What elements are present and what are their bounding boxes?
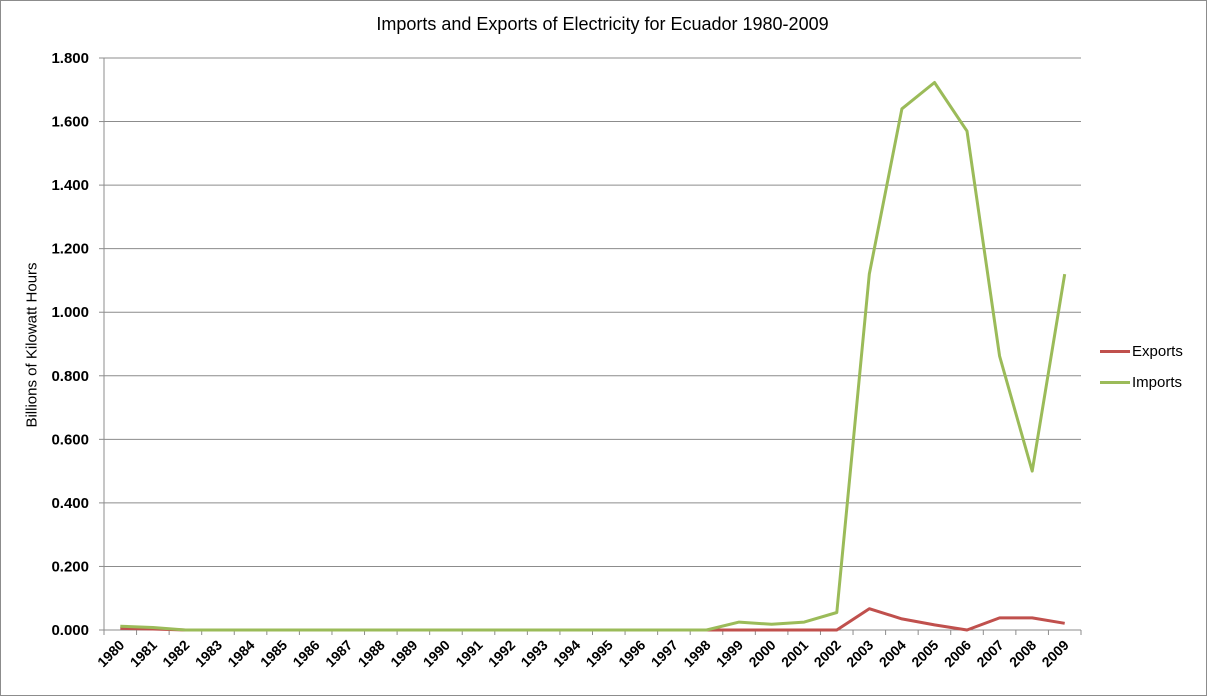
x-tick-label: 1989 bbox=[387, 637, 420, 670]
series-line-exports bbox=[120, 607, 1065, 632]
y-tick-label: 1.000 bbox=[51, 304, 89, 321]
x-tick-label: 1996 bbox=[615, 637, 648, 670]
y-tick-label: 0.600 bbox=[51, 431, 89, 448]
x-tick-label: 1999 bbox=[713, 637, 746, 670]
x-tick-label: 2009 bbox=[1038, 637, 1071, 670]
y-tick-label: 0.000 bbox=[51, 622, 89, 639]
x-tick-label: 1995 bbox=[583, 637, 616, 670]
y-tick-label: 1.800 bbox=[51, 50, 89, 67]
y-tick-label: 1.200 bbox=[51, 241, 89, 258]
series-line-imports bbox=[120, 81, 1067, 632]
y-tick-label: 0.400 bbox=[51, 495, 89, 512]
x-tick-label: 1982 bbox=[159, 637, 192, 670]
legend-item-exports: Exports bbox=[1100, 343, 1183, 360]
x-tick-label: 1988 bbox=[355, 637, 388, 670]
x-tick-label: 2002 bbox=[811, 637, 844, 670]
x-tick-label: 1984 bbox=[224, 637, 257, 670]
x-tick-label: 1985 bbox=[257, 637, 290, 670]
x-tick-label: 2004 bbox=[876, 637, 909, 670]
x-tick-label: 1983 bbox=[192, 637, 225, 670]
x-tick-label: 1993 bbox=[517, 637, 550, 670]
x-tick-label: 2003 bbox=[843, 637, 876, 670]
x-tick-label: 1990 bbox=[420, 637, 453, 670]
x-tick-label: 1981 bbox=[127, 637, 160, 670]
x-tick-label: 2007 bbox=[973, 637, 1006, 670]
x-tick-label: 1997 bbox=[648, 637, 681, 670]
chart-title: Imports and Exports of Electricity for E… bbox=[376, 14, 829, 34]
x-tick-label: 1992 bbox=[485, 637, 518, 670]
legend-swatch bbox=[1100, 350, 1130, 353]
x-tick-label: 2008 bbox=[1006, 637, 1039, 670]
x-tick-label: 1998 bbox=[680, 637, 713, 670]
legend-label: Exports bbox=[1132, 343, 1183, 360]
x-tick-label: 1986 bbox=[289, 637, 322, 670]
x-tick-label: 1987 bbox=[322, 637, 355, 670]
x-tick-label: 2005 bbox=[908, 637, 941, 670]
legend-swatch bbox=[1100, 381, 1130, 384]
x-tick-label: 2006 bbox=[941, 637, 974, 670]
legend-label: Imports bbox=[1132, 374, 1183, 391]
x-tick-label: 1991 bbox=[452, 637, 485, 670]
x-tick-label: 2000 bbox=[745, 637, 778, 670]
x-tick-label: 1980 bbox=[94, 637, 127, 670]
x-tick-label: 2001 bbox=[778, 637, 811, 670]
y-tick-label: 0.800 bbox=[51, 368, 89, 385]
y-tick-label: 1.600 bbox=[51, 114, 89, 131]
x-tick-label: 1994 bbox=[550, 637, 583, 670]
y-tick-label: 1.400 bbox=[51, 177, 89, 194]
y-tick-label: 0.200 bbox=[51, 558, 89, 575]
legend-item-imports: Imports bbox=[1100, 374, 1182, 391]
